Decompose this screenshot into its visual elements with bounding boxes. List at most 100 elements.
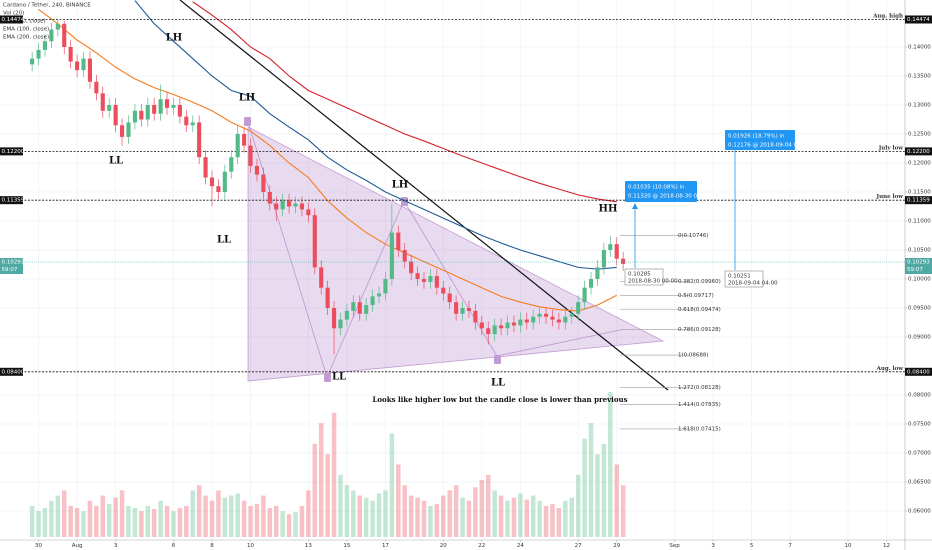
volume-bar [132,508,138,537]
y-tick-label: 0.14000 [908,44,931,50]
volume-bar [139,511,144,537]
candle-body [389,232,394,279]
candle-body [531,316,536,323]
legend-entry: Vol (20) [3,11,24,17]
x-tick-label: 22 [478,543,485,549]
candle-body [351,302,356,311]
volume-bar [106,503,112,537]
candle-body [177,104,182,117]
candle-body [325,287,330,308]
candle-body [126,122,131,137]
candle-body [473,310,478,323]
y-tick-label: 0.13500 [908,73,931,79]
candle-body [312,215,317,268]
volume-bar [344,485,350,537]
level-price: 0.11359 [2,198,25,204]
volume-bar [466,500,472,537]
candle-body [139,110,144,120]
candle-body [331,307,337,329]
volume-bar [518,493,523,537]
annotation: LL [332,372,346,383]
candle-body [447,293,452,303]
candle-body [543,313,549,317]
candle-body [306,209,311,216]
x-tick-label: Aug [72,543,83,549]
candle-body [409,261,414,274]
level-name: Aug. low [876,366,904,372]
candle-body [299,203,304,210]
candle-body [254,165,260,175]
volume-bar [601,443,607,537]
annotation: LH [392,180,408,191]
fib-label: 1.272(0.08128) [678,385,721,391]
countdown: 59:07 [907,267,923,273]
candle-body [621,258,626,264]
volume-bar [511,497,517,537]
y-tick-label: 0.13000 [908,102,931,108]
candle-body [36,49,41,59]
candle-body [569,313,574,317]
volume-bar [318,423,324,537]
candle-body [428,276,433,282]
drawings [179,0,669,391]
candle-body [376,293,382,297]
volume-bar [42,508,48,537]
y-tick-label: 0.09000 [908,334,931,340]
price-pane [0,0,905,430]
candle-body [511,322,516,326]
candle-body [248,145,253,166]
fib-label: 0(0.10746) [678,233,709,239]
measure-start-price: 0.10285 [628,272,651,278]
candle-body [402,249,407,262]
ema-line [38,8,617,312]
y-tick-label: 0.10000 [908,276,931,282]
candle-body [280,200,285,210]
candle-body [158,99,163,114]
pivot-marker [324,373,331,382]
y-tick-label: 0.08000 [908,392,931,398]
volume-bar [331,412,337,537]
candle-body [537,313,542,317]
volume-bar [87,500,93,537]
volume-bar [94,505,99,537]
level-name: Aug. high [872,13,903,19]
volume-bar [184,505,189,537]
level-box [905,367,932,376]
volume-bar [485,474,491,537]
annotation: LH [239,93,255,104]
candle-body [75,61,80,71]
volume-bar [235,493,240,537]
volume-bar [505,500,510,537]
ema-line [134,0,617,270]
volume-bar [460,497,465,537]
volume-bar [428,505,433,537]
candle-body [87,58,92,82]
x-tick-label: 30 [35,543,42,549]
arrow-head [632,203,638,209]
volume-bar [389,433,395,537]
fib-label: 1.414(0.07835) [678,402,721,408]
measure-box [625,181,697,202]
volume-bar [29,505,35,537]
volume-bar [171,511,176,537]
candle-body [556,319,561,323]
last-price-box [905,257,932,274]
time-axis [0,540,932,550]
volume-bar [190,490,195,537]
x-tick-label: 15 [343,543,350,549]
candle-body [550,316,555,320]
candle-body [479,322,484,329]
legend-entry: EMA (200, close) [3,35,49,41]
measure-start-price: 0.10251 [728,274,751,280]
volume-bar [49,500,54,537]
candle-body [608,244,613,250]
candle-body [242,133,247,146]
measure-change: 0.01035 (10.08%) in [628,185,685,191]
pivot-marker [494,355,501,364]
volume-bar [286,514,292,537]
volume-bar [402,485,407,537]
level-box [905,15,932,24]
fib-label: 0.618(0.09474) [678,307,721,313]
